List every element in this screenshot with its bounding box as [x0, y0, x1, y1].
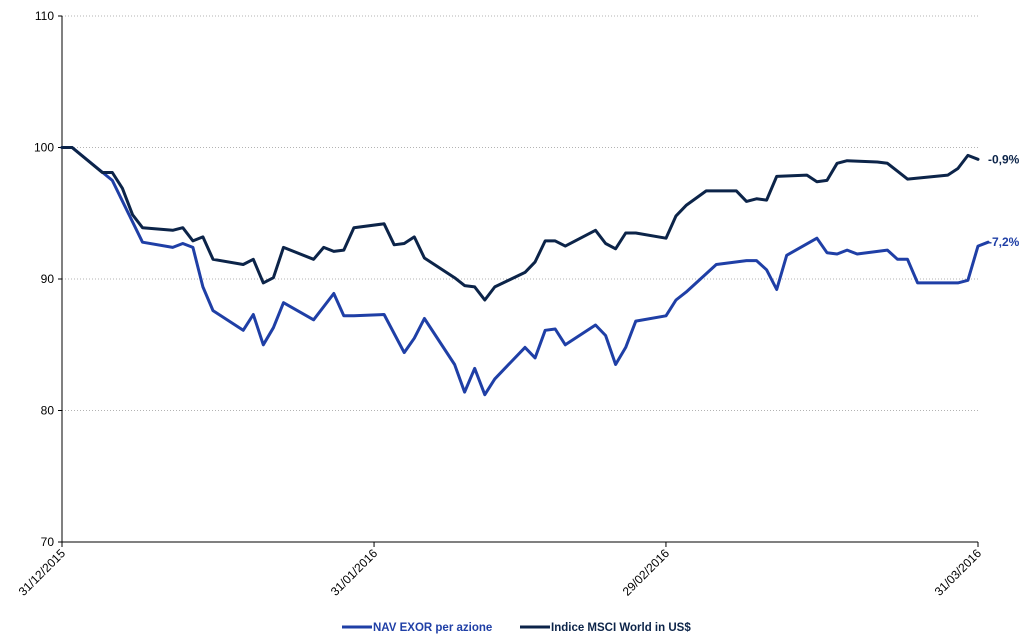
series-end-label-0: -7,2%	[988, 235, 1020, 249]
x-tick-label: 31/01/2016	[328, 546, 381, 599]
legend-label-0: NAV EXOR per azione	[373, 622, 492, 634]
series-line-1	[60, 146, 980, 302]
axes: 70 80 90 100 110 31/12/2015 31/01/2016 29/02/20…	[16, 9, 985, 599]
y-tick-label: 100	[34, 141, 54, 155]
end-labels: -7,2% -0,9%	[988, 152, 1020, 249]
x-tick-label: 29/02/2016	[620, 546, 673, 599]
series-line-0	[60, 146, 990, 397]
y-tick-label: 70	[41, 535, 55, 549]
series-lines	[60, 146, 990, 397]
y-tick-label: 80	[41, 404, 55, 418]
y-tick-label: 110	[35, 9, 54, 23]
y-tick-label: 90	[41, 272, 55, 286]
x-tick-label: 31/03/2016	[932, 546, 985, 599]
x-tick-label: 31/12/2015	[16, 546, 69, 599]
legend-label-1: Indice MSCI World in US$	[551, 622, 691, 634]
series-end-label-1: -0,9%	[988, 152, 1020, 166]
legend: NAV EXOR per azione Indice MSCI World in …	[342, 622, 691, 634]
